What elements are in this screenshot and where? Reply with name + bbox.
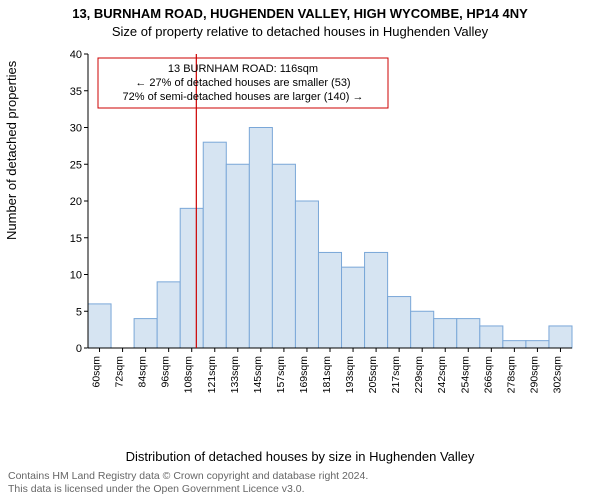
x-tick-label: 193sqm <box>344 356 356 394</box>
histogram-bar <box>480 326 503 348</box>
x-tick-label: 169sqm <box>298 356 310 394</box>
x-tick-label: 205sqm <box>367 356 379 394</box>
annotation-line: ← 27% of detached houses are smaller (53… <box>135 77 350 89</box>
x-tick-label: 266sqm <box>482 356 494 394</box>
footer-line-2: This data is licensed under the Open Gov… <box>8 483 592 496</box>
page-subtitle: Size of property relative to detached ho… <box>0 24 600 39</box>
histogram-bar <box>388 297 411 348</box>
chart-container: 13, BURNHAM ROAD, HUGHENDEN VALLEY, HIGH… <box>0 0 600 500</box>
svg-text:0: 0 <box>76 343 82 355</box>
x-tick-label: 157sqm <box>275 356 287 394</box>
histogram-bar <box>295 201 318 348</box>
footer-attribution: Contains HM Land Registry data © Crown c… <box>0 470 600 496</box>
svg-text:20: 20 <box>70 196 82 208</box>
x-tick-label: 290sqm <box>528 356 540 394</box>
annotation-line: 13 BURNHAM ROAD: 116sqm <box>168 63 318 75</box>
histogram-bar <box>272 164 295 348</box>
histogram-bar <box>226 164 249 348</box>
svg-text:25: 25 <box>70 159 82 171</box>
x-tick-label: 72sqm <box>114 356 126 388</box>
y-axis-label: Number of detached properties <box>4 61 19 240</box>
x-tick-label: 302sqm <box>551 356 563 394</box>
x-tick-label: 181sqm <box>321 356 333 394</box>
histogram-bar <box>342 267 365 348</box>
svg-text:10: 10 <box>70 270 82 282</box>
histogram-bar <box>549 326 572 348</box>
histogram-bar <box>249 128 272 349</box>
x-tick-label: 84sqm <box>137 356 149 388</box>
svg-text:35: 35 <box>70 86 82 98</box>
x-tick-label: 217sqm <box>390 356 402 394</box>
histogram-svg: 0 5 10 15 20 25 30 35 40 60sqm 72sqm 84sqm 96sqm 108s… <box>58 48 578 408</box>
annotation-line: 72% of semi-detached houses are larger (… <box>123 91 364 103</box>
histogram-bar <box>157 282 180 348</box>
histogram-bar <box>134 319 157 348</box>
x-tick-label: 229sqm <box>413 356 425 394</box>
svg-text:15: 15 <box>70 233 82 245</box>
histogram-bar <box>526 341 549 348</box>
plot-area: 0 5 10 15 20 25 30 35 40 60sqm 72sqm 84sqm 96sqm 108s… <box>58 48 578 408</box>
svg-text:5: 5 <box>76 306 82 318</box>
svg-text:40: 40 <box>70 49 82 61</box>
page-title: 13, BURNHAM ROAD, HUGHENDEN VALLEY, HIGH… <box>0 6 600 21</box>
x-tick-label: 121sqm <box>206 356 218 394</box>
histogram-bar <box>180 208 203 348</box>
histogram-bar <box>411 311 434 348</box>
histogram-bar <box>503 341 526 348</box>
x-tick-label: 96sqm <box>160 356 172 388</box>
histogram-bar <box>434 319 457 348</box>
x-tick-label: 133sqm <box>229 356 241 394</box>
x-tick-label: 254sqm <box>459 356 471 394</box>
x-tick-label: 60sqm <box>91 356 103 388</box>
x-axis-label: Distribution of detached houses by size … <box>0 449 600 464</box>
x-tick-label: 278sqm <box>505 356 517 394</box>
footer-line-1: Contains HM Land Registry data © Crown c… <box>8 470 592 483</box>
histogram-bar <box>88 304 111 348</box>
x-tick-label: 145sqm <box>252 356 264 394</box>
svg-text:30: 30 <box>70 123 82 135</box>
x-tick-label: 242sqm <box>436 356 448 394</box>
histogram-bar <box>365 252 388 348</box>
histogram-bar <box>457 319 480 348</box>
histogram-bar <box>203 142 226 348</box>
histogram-bar <box>318 252 341 348</box>
x-tick-label: 108sqm <box>183 356 195 394</box>
